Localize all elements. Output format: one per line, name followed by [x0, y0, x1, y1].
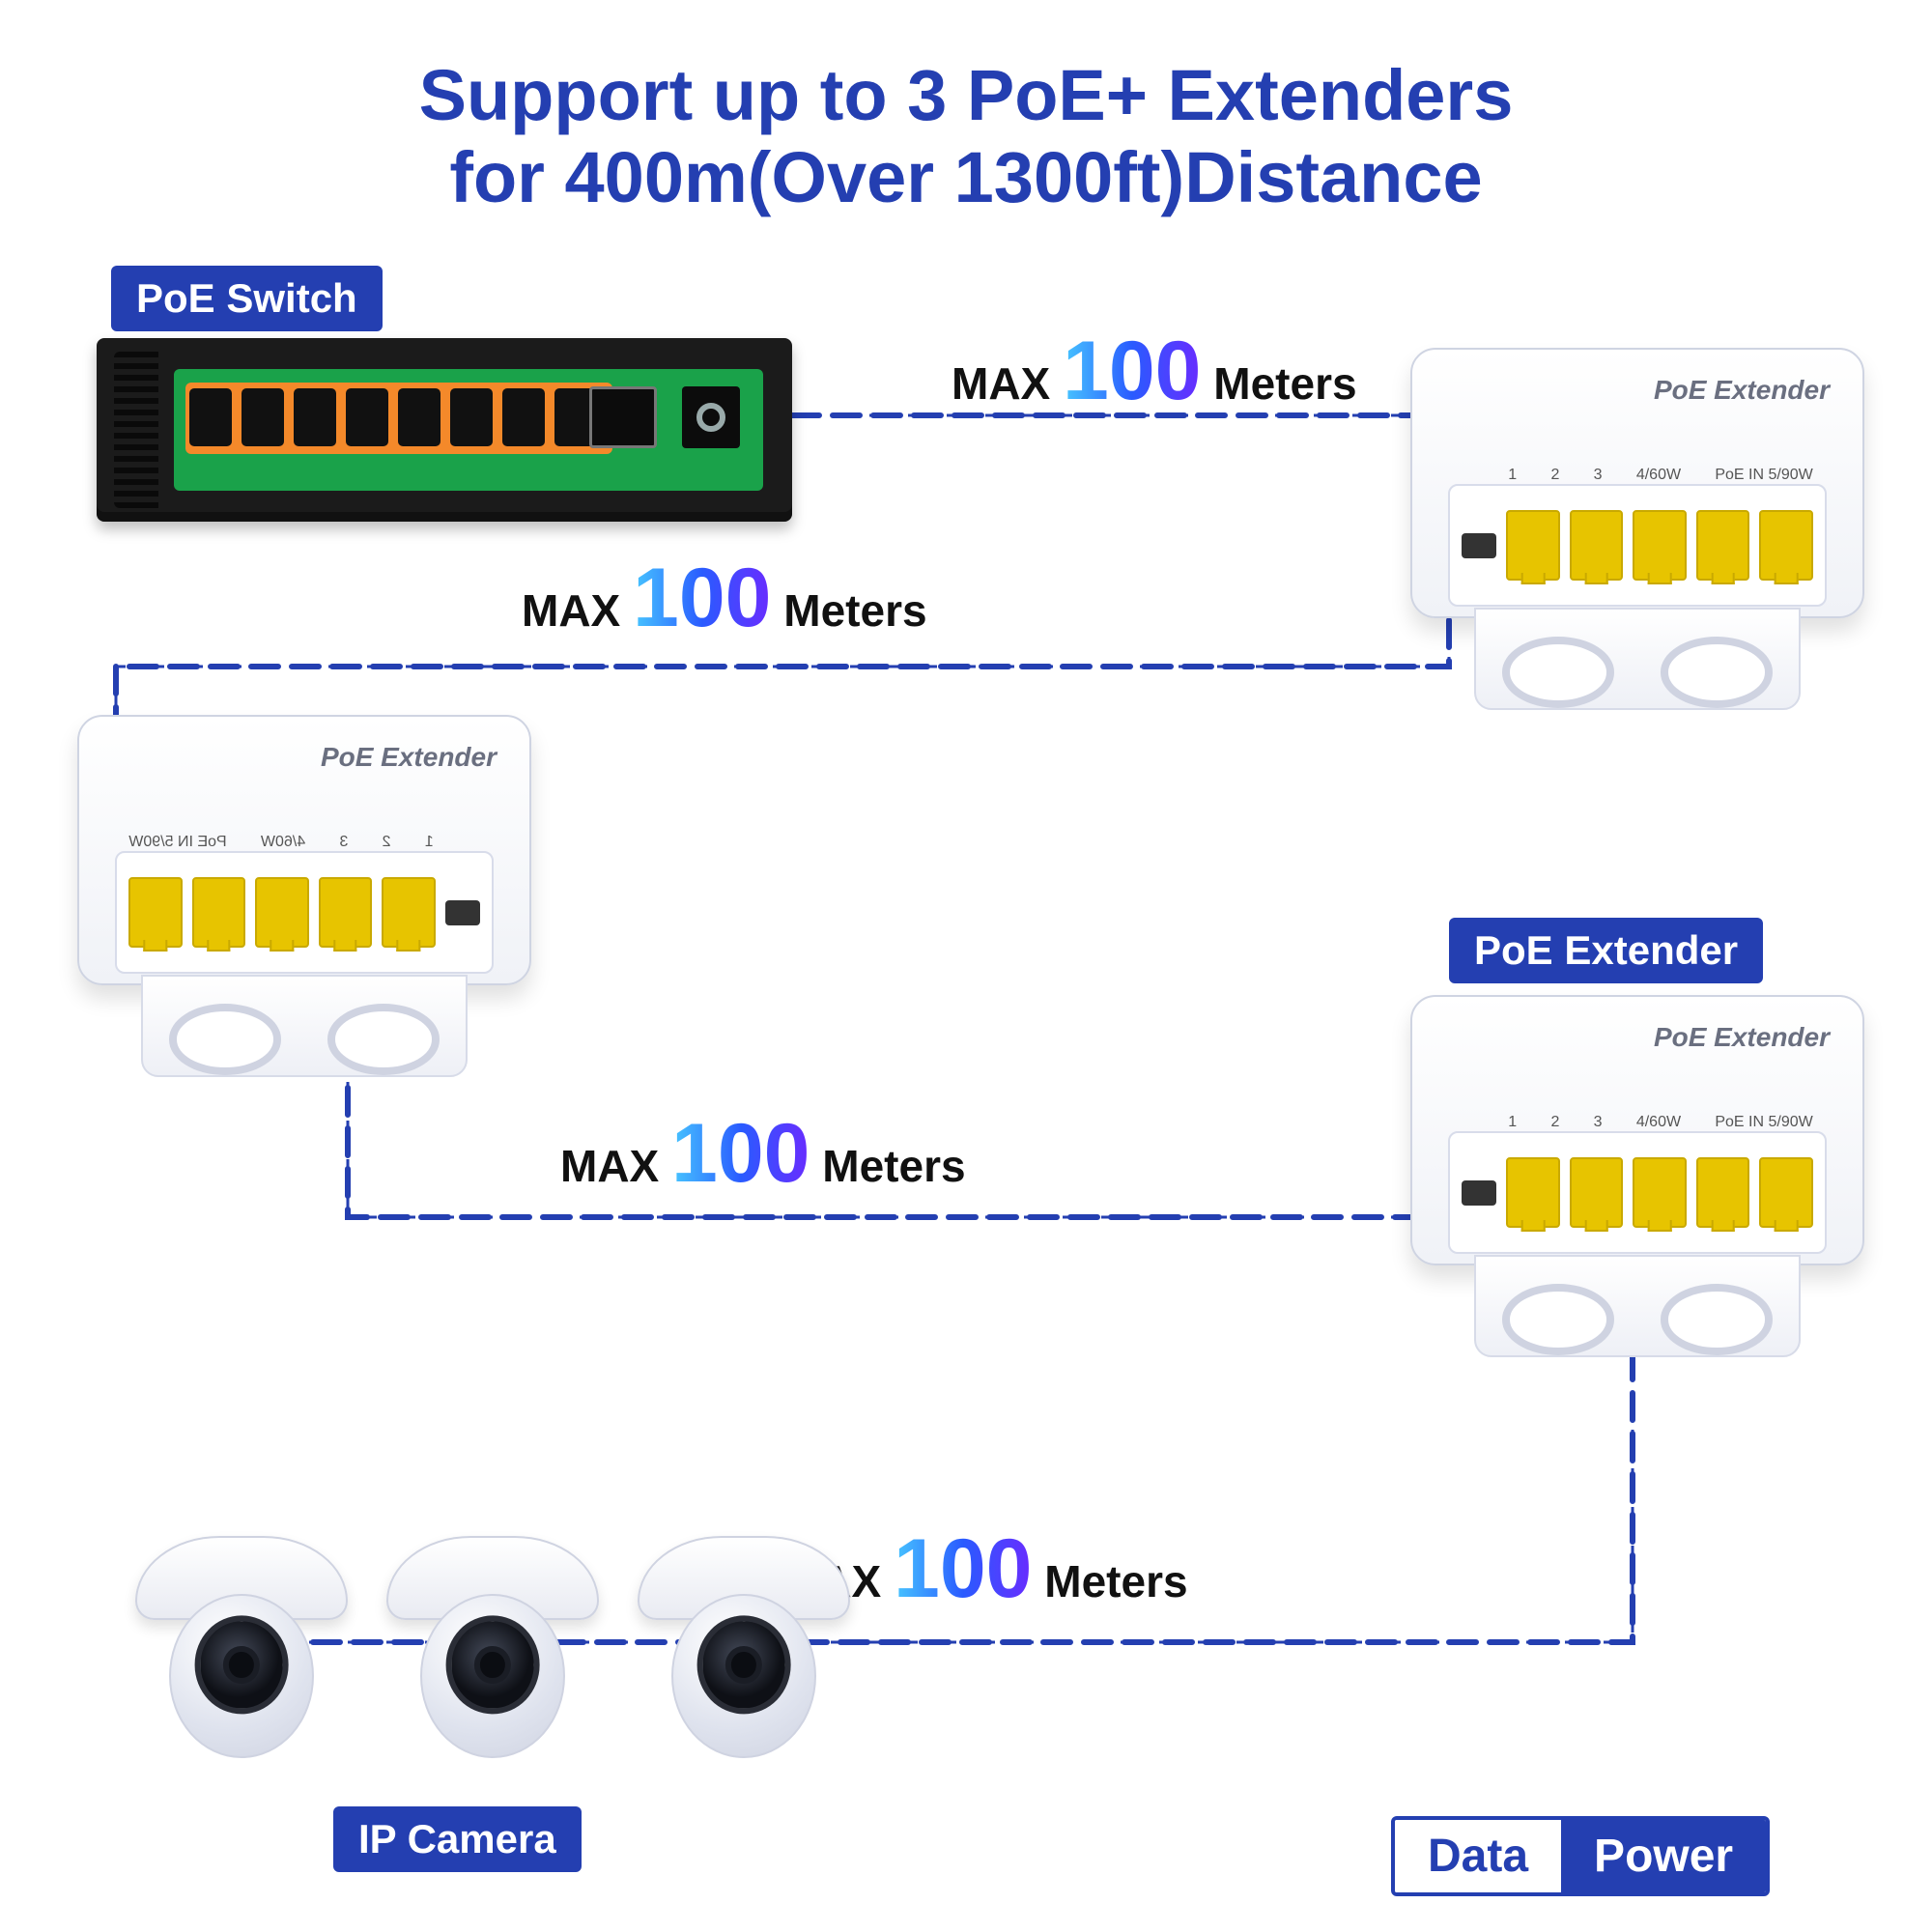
- ip-camera-1: [135, 1536, 348, 1758]
- extender-portbar-2: 1234/60WPoE IN 5/90W: [115, 851, 493, 974]
- switch-port: [450, 388, 493, 446]
- rj45-port: [1759, 510, 1813, 582]
- rj45-port: [1570, 510, 1624, 582]
- switch-port: [294, 388, 336, 446]
- extender-brand-2: PoE Extender: [321, 742, 497, 773]
- extender-port-labels-1: 1234/60WPoE IN 5/90W: [1508, 467, 1812, 484]
- rj45-port: [1506, 1157, 1560, 1229]
- camera-lens-icon: [195, 1616, 289, 1714]
- extender-port-labels-3: 1234/60WPoE IN 5/90W: [1508, 1114, 1812, 1131]
- switch-port: [398, 388, 440, 446]
- extender-portbar-3: 1234/60WPoE IN 5/90W: [1448, 1131, 1826, 1254]
- legend: Data Power: [1391, 1816, 1770, 1896]
- rj45-port: [1696, 510, 1750, 582]
- rj45-port: [1759, 1157, 1813, 1229]
- extender-dip-3: [1462, 1180, 1496, 1206]
- switch-dc-jack: [682, 386, 740, 448]
- extender-brand-1: PoE Extender: [1654, 375, 1830, 406]
- ip-camera-2: [386, 1536, 599, 1758]
- camera-lens-icon: [446, 1616, 540, 1714]
- extender-portbar-1: 1234/60WPoE IN 5/90W: [1448, 484, 1826, 607]
- legend-data: Data: [1395, 1820, 1561, 1892]
- legend-power: Power: [1561, 1820, 1766, 1892]
- extender-port-labels-2: 1234/60WPoE IN 5/90W: [128, 834, 433, 851]
- rj45-port: [192, 877, 246, 949]
- switch-port: [189, 388, 232, 446]
- rj45-port: [1696, 1157, 1750, 1229]
- poe-extender-2: PoE Extender 1234/60WPoE IN 5/90W: [77, 715, 531, 985]
- switch-port: [242, 388, 284, 446]
- switch-vents: [114, 352, 158, 508]
- rj45-port: [1633, 510, 1687, 582]
- camera-lens-icon: [697, 1616, 791, 1714]
- rj45-port: [382, 877, 436, 949]
- rj45-port: [128, 877, 183, 949]
- poe-extender-1: PoE Extender 1234/60WPoE IN 5/90W: [1410, 348, 1864, 618]
- extender-brand-3: PoE Extender: [1654, 1022, 1830, 1053]
- ip-camera-3: [638, 1536, 850, 1758]
- switch-port: [346, 388, 388, 446]
- extender-dip-2: [445, 900, 480, 925]
- rj45-port: [1633, 1157, 1687, 1229]
- poe-extender-3: PoE Extender 1234/60WPoE IN 5/90W: [1410, 995, 1864, 1265]
- rj45-port: [255, 877, 309, 949]
- rj45-port: [1570, 1157, 1624, 1229]
- switch-faceplate: [174, 369, 763, 491]
- switch-port-row: [189, 388, 597, 446]
- poe-switch: [97, 338, 792, 522]
- extender-dip-1: [1462, 533, 1496, 558]
- rj45-port: [1506, 510, 1560, 582]
- extender-mount-1: [1474, 608, 1801, 710]
- switch-uplink-port: [589, 386, 657, 448]
- rj45-port: [319, 877, 373, 949]
- extender-mount-2: [141, 975, 468, 1077]
- switch-port: [502, 388, 545, 446]
- extender-mount-3: [1474, 1255, 1801, 1357]
